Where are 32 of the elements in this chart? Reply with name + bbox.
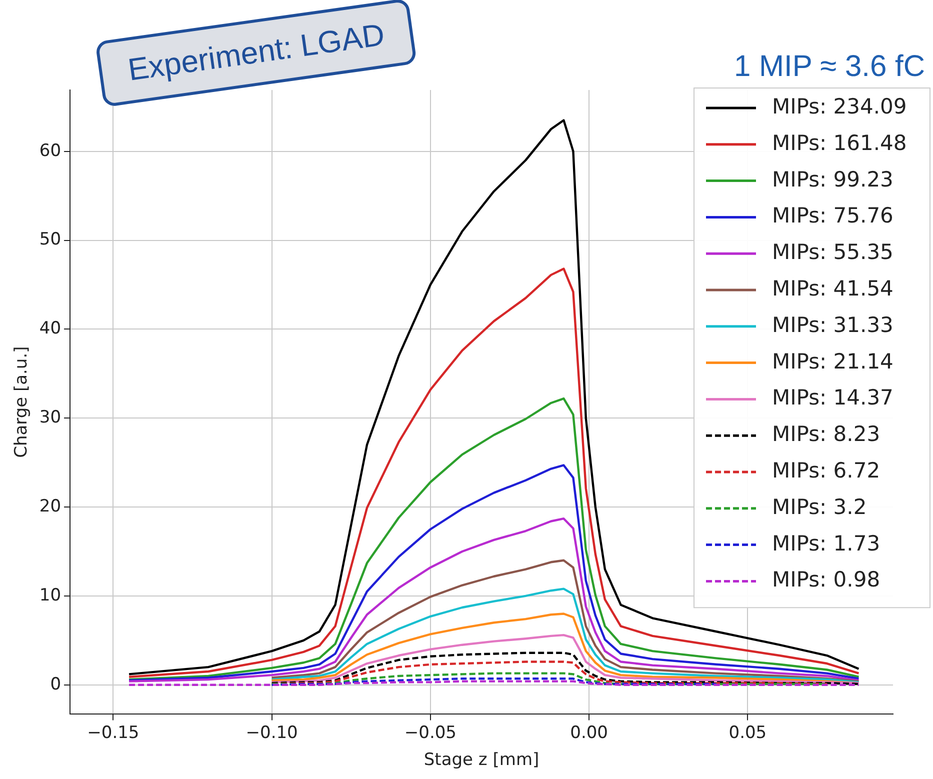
- x-tick-label: −0.10: [246, 722, 298, 743]
- legend-label: MIPs: 161.48: [772, 130, 907, 155]
- y-tick-label: 10: [39, 585, 62, 606]
- y-tick-label: 30: [39, 408, 62, 428]
- legend-label: MIPs: 1.73: [772, 531, 880, 556]
- legend-label: MIPs: 0.98: [772, 568, 880, 592]
- line-series: [270, 678, 718, 686]
- legend-label: MIPs: 55.35: [772, 240, 894, 264]
- text: 1 MIP ≈ 3.6 fC: [734, 50, 925, 84]
- legend-label: MIPs: 234.09: [772, 94, 907, 118]
- text: Experiment: LGAD: [95, 0, 418, 108]
- legend-label: MIPs: 6.72: [772, 458, 880, 482]
- y-tick-label: 20: [39, 496, 62, 516]
- x-tick-label: −0.05: [404, 722, 456, 743]
- legend-label: MIPs: 14.37: [772, 386, 894, 410]
- legend-label: MIPs: 21.14: [772, 349, 894, 374]
- y-tick-label: 0: [50, 674, 62, 694]
- y-tick-label: 50: [39, 230, 62, 250]
- legend-label: MIPs: 41.54: [772, 276, 894, 300]
- legend-label: MIPs: 8.23: [772, 422, 880, 446]
- x-tick-label: 0.05: [728, 722, 767, 743]
- legend-label: MIPs: 3.2: [772, 494, 867, 519]
- y-axis-title: Charge [a.u.]: [12, 346, 32, 458]
- y-tick-label: 40: [39, 318, 62, 339]
- legend-label: MIPs: 31.33: [772, 312, 894, 337]
- x-axis-title: Stage z [mm]: [424, 750, 540, 770]
- legend-label: MIPs: 99.23: [772, 167, 894, 192]
- y-tick-label: 60: [39, 140, 62, 161]
- line-series: [270, 652, 860, 686]
- legend-label: MIPs: 75.76: [772, 204, 894, 228]
- x-tick-label: 0.00: [570, 722, 608, 743]
- x-tick-label: −0.15: [87, 722, 140, 743]
